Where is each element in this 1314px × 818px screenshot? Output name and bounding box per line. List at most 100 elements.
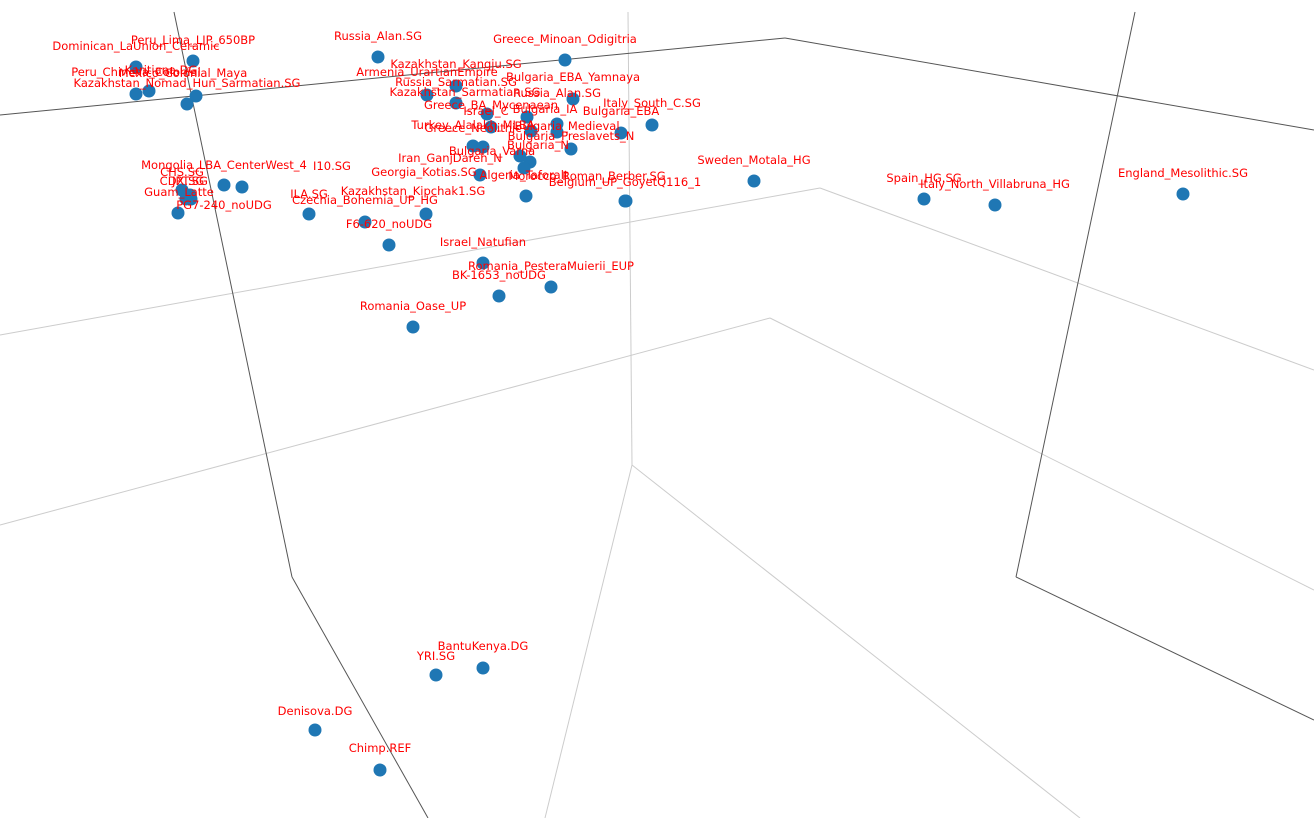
data-point-label: England_Mesolithic.SG: [1118, 166, 1248, 180]
data-point-label: Czechia_Bohemia_UP_HG: [292, 193, 438, 207]
data-point[interactable]: [618, 194, 632, 208]
data-point-label: Greece_BA_Mycenaean: [424, 98, 558, 112]
data-point[interactable]: [550, 125, 564, 139]
data-point[interactable]: [645, 118, 659, 132]
data-point-label: I10.SG: [313, 159, 351, 173]
data-point[interactable]: [476, 661, 490, 675]
data-point-label: Bulgaria_N: [507, 138, 569, 152]
data-point-label: Mongolia_LBA_CenterWest_4: [141, 158, 307, 172]
data-point[interactable]: [189, 89, 203, 103]
data-point[interactable]: [429, 668, 443, 682]
data-point[interactable]: [171, 206, 185, 220]
data-point[interactable]: [484, 120, 498, 134]
scene-axes: [0, 11, 1314, 818]
data-point[interactable]: [558, 53, 572, 67]
data-point-label: PG7-240_noUDG: [176, 198, 272, 212]
data-point[interactable]: [492, 289, 506, 303]
data-point[interactable]: [180, 97, 194, 111]
data-point-label: Greece_Minoan_Odigitria: [493, 32, 637, 46]
data-point-label: ILA.SG: [290, 187, 328, 201]
data-point-label: Iran_GanjDareh_N: [398, 151, 502, 165]
data-point[interactable]: [480, 107, 494, 121]
data-point-label: Greece_Neolithic: [424, 121, 521, 135]
data-point-label: Kazakhstan_Kipchak1.SG: [341, 184, 486, 198]
data-point-label: Mexico_Colonial_Maya: [119, 66, 248, 80]
data-point[interactable]: [371, 50, 385, 64]
data-point[interactable]: [358, 215, 372, 229]
data-point-label: JPT.SG: [171, 174, 208, 188]
grid-line: [819, 187, 1314, 371]
data-point[interactable]: [217, 178, 231, 192]
data-point[interactable]: [129, 60, 143, 74]
data-point-label: F6-620_noUDG: [346, 217, 432, 231]
data-point-label: Belgium_UP_GoyetQ116_1: [549, 175, 701, 189]
data-point[interactable]: [142, 84, 156, 98]
data-point[interactable]: [186, 54, 200, 68]
data-point-label: Kazakhstan_Nomad_Hun_Sarmatian.SG: [74, 76, 301, 90]
data-point-label: Israel_C: [463, 104, 508, 118]
data-point[interactable]: [373, 763, 387, 777]
grid-line: [0, 187, 821, 336]
data-point[interactable]: [466, 139, 480, 153]
data-point-label: CDX.SG: [160, 174, 205, 188]
data-point[interactable]: [406, 320, 420, 334]
data-point[interactable]: [517, 161, 531, 175]
data-point[interactable]: [449, 96, 463, 110]
data-point[interactable]: [308, 723, 322, 737]
data-point[interactable]: [524, 124, 538, 138]
data-point[interactable]: [184, 192, 198, 206]
data-point[interactable]: [382, 238, 396, 252]
data-point-label: YRI.SG: [416, 649, 455, 663]
data-point-label: Spain_HG.SG: [886, 171, 961, 185]
data-point[interactable]: [235, 180, 249, 194]
data-point[interactable]: [566, 92, 580, 106]
data-point-label: Russia_Alan.SG: [513, 86, 601, 100]
data-point[interactable]: [476, 140, 490, 154]
data-point-label: Bulgaria_Preslavets_N: [508, 129, 635, 143]
data-point[interactable]: [419, 207, 433, 221]
data-point[interactable]: [476, 256, 490, 270]
data-point[interactable]: [988, 198, 1002, 212]
data-point[interactable]: [917, 192, 931, 206]
grid-line: [544, 464, 633, 818]
data-point-label: Algeria_Taforalt: [480, 168, 569, 182]
data-point-label: Dominican_LaUnion_Ceramic: [52, 39, 219, 53]
data-point[interactable]: [302, 207, 316, 221]
data-point[interactable]: [520, 110, 534, 124]
data-point-label: Armenia_UrartianEmpire: [356, 65, 497, 79]
data-point[interactable]: [564, 142, 578, 156]
axis-line: [1015, 576, 1314, 721]
data-point[interactable]: [513, 149, 527, 163]
data-point[interactable]: [420, 88, 434, 102]
data-point-label: Bulgaria_IA: [513, 102, 578, 116]
data-point-label: Russia_Alan.SG: [334, 29, 422, 43]
data-point[interactable]: [129, 87, 143, 101]
data-point[interactable]: [614, 126, 628, 140]
data-point-label: Bulgaria_Varna: [449, 144, 535, 158]
data-point[interactable]: [519, 189, 533, 203]
data-point-label: Peru_Chincha_Colonial: [71, 65, 201, 79]
data-point-label: Russia_Sarmatian.SG: [395, 75, 517, 89]
data-points: [129, 50, 1190, 777]
data-point[interactable]: [747, 174, 761, 188]
data-point[interactable]: [473, 168, 487, 182]
axis-line: [0, 37, 786, 116]
data-point-label: Romania_PesteraMuierii_EUP: [468, 259, 634, 273]
data-point-label: CHS.SG: [160, 165, 204, 179]
data-point-label: Kazakhstan_Sarmatian.SG: [389, 85, 540, 99]
data-point[interactable]: [544, 280, 558, 294]
data-point[interactable]: [449, 79, 463, 93]
data-point-label: Bulgaria_EBA_Yamnaya: [506, 70, 640, 84]
grid-line: [627, 11, 633, 466]
data-point[interactable]: [1176, 187, 1190, 201]
data-point-label: Bulgaria_EBA: [583, 104, 660, 118]
data-point-label: BK-1653_noUDG: [452, 268, 546, 282]
data-point-label: BantuKenya.DG: [438, 639, 529, 653]
data-point-label: Georgia_Kotias.SG: [371, 165, 476, 179]
data-point-label: Israel_Natufian: [440, 235, 526, 249]
grid-line: [631, 464, 1081, 818]
axis-line: [784, 37, 1314, 131]
axis-line: [173, 11, 293, 578]
